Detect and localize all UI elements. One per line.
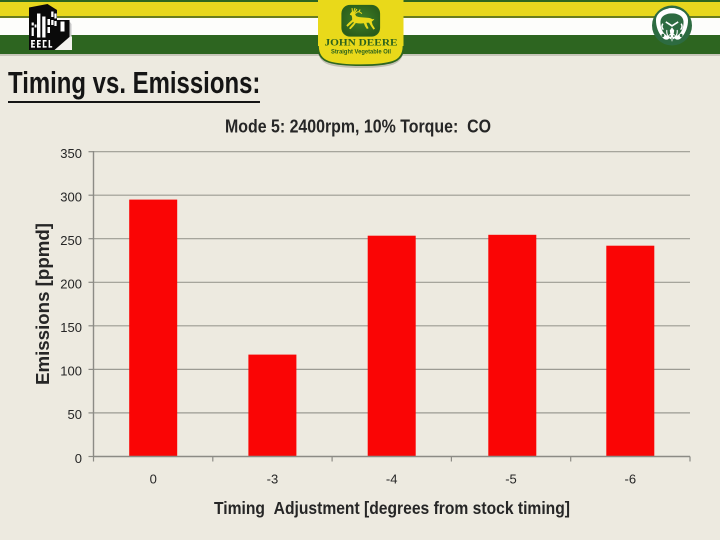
svg-text:-6: -6 xyxy=(625,472,637,487)
svg-text:300: 300 xyxy=(60,190,82,205)
svg-text:JOHN DEERE: JOHN DEERE xyxy=(325,38,399,49)
svg-text:150: 150 xyxy=(60,320,82,335)
svg-text:-3: -3 xyxy=(267,472,279,487)
svg-text:0: 0 xyxy=(75,451,82,466)
svg-text:350: 350 xyxy=(60,146,82,161)
svg-text:Timing Adjustment [degrees fr: Timing Adjustment [degrees from stock ti… xyxy=(214,498,570,518)
svg-text:Straight Vegetable Oil: Straight Vegetable Oil xyxy=(331,49,391,56)
svg-text:100: 100 xyxy=(60,364,82,379)
svg-text:50: 50 xyxy=(68,407,82,422)
svg-text:-5: -5 xyxy=(505,472,517,487)
svg-text:200: 200 xyxy=(60,277,82,292)
svg-text:Mode 5: 2400rpm, 10% Torque:: Mode 5: 2400rpm, 10% Torque: CO xyxy=(225,117,491,137)
svg-text:0: 0 xyxy=(150,472,157,487)
svg-text:-4: -4 xyxy=(386,472,398,487)
svg-text:250: 250 xyxy=(60,233,82,248)
svg-text:Emissions [ppmd]: Emissions [ppmd] xyxy=(33,223,53,385)
